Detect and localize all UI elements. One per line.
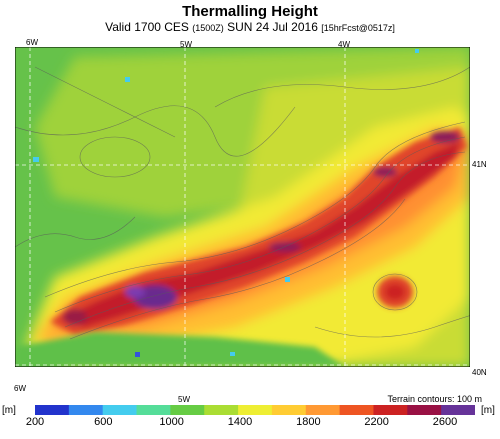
colorbar-swatch — [68, 405, 104, 415]
colorbar-swatch — [373, 405, 408, 415]
speck — [33, 157, 39, 162]
colorbar-swatch — [204, 405, 239, 415]
colorbar-swatch — [35, 405, 70, 415]
forecast-run: [15hrFcst@0517z] — [321, 23, 395, 33]
field-south-green — [15, 332, 345, 367]
colorbar-tick-label: 1000 — [159, 416, 184, 428]
map-title: Thermalling Height — [182, 3, 318, 20]
terrain-contour — [44, 121, 466, 298]
utc-time: (1500Z) — [192, 23, 224, 33]
terrain-contour — [69, 198, 406, 340]
lon-label-5w-top: 5W — [180, 40, 192, 49]
colorbar-tick-label: 2600 — [432, 416, 458, 428]
colorbar-swatch — [238, 405, 273, 415]
speck — [285, 277, 290, 282]
field-cell-east-inner — [385, 284, 405, 300]
colorbar-swatch — [305, 405, 341, 415]
field-core-southwest — [63, 309, 87, 325]
colorbar-tick-label: 1400 — [227, 416, 253, 428]
colorbar — [35, 405, 475, 415]
colorbar-tick-label: 1800 — [296, 416, 321, 428]
valid-time: Valid 1700 CES — [105, 20, 189, 34]
colorbar-swatch — [170, 405, 205, 415]
lon-label-6w-top: 6W — [26, 38, 38, 47]
field-core-east — [430, 131, 460, 143]
field-ridge-crimson — [60, 142, 460, 327]
terrain-contour — [15, 105, 296, 157]
terrain-contour — [79, 136, 151, 178]
colorbar-tick-label: 2200 — [364, 416, 389, 428]
terrain-contour — [34, 66, 176, 138]
terrain-contour — [64, 151, 466, 328]
unit-label-left: [m] — [2, 405, 16, 416]
field-core-west-2 — [125, 286, 145, 298]
terrain-contour — [314, 315, 470, 338]
speck — [230, 352, 235, 356]
colorbar-tick-label: 600 — [94, 416, 113, 428]
speck — [415, 49, 419, 53]
lon-label-4w-top: 4W — [338, 40, 350, 49]
colorbar-tick-label: 200 — [25, 416, 45, 428]
colorbar-swatch — [271, 405, 307, 415]
colorbar-swatch — [102, 405, 138, 415]
terrain-contour-note: Terrain contours: 100 m — [387, 394, 482, 404]
lon-label-6w-bottom: 6W — [14, 384, 26, 393]
colorbar-swatch — [339, 405, 374, 415]
colorbar-swatch — [441, 405, 475, 415]
speck — [125, 77, 130, 82]
colorbar-swatch — [136, 405, 171, 415]
forecast-date: SUN 24 Jul 2016 — [227, 20, 318, 34]
lat-label-40n-right: 40N — [472, 368, 487, 377]
speck — [135, 352, 140, 357]
lon-label-5w-bottom: 5W — [178, 395, 190, 404]
lat-label-41n-right: 41N — [472, 160, 487, 169]
field-core-central — [269, 242, 301, 252]
field-core-mid — [373, 167, 397, 177]
thermal-height-map — [15, 47, 470, 367]
terrain-contour — [372, 273, 418, 311]
terrain-contour — [214, 66, 470, 108]
colorbar-swatch — [407, 405, 442, 415]
terrain-contour — [15, 216, 136, 248]
unit-label-right: [m] — [481, 405, 495, 416]
map-subtitle: Valid 1700 CES (1500Z) SUN 24 Jul 2016 [… — [0, 20, 500, 34]
